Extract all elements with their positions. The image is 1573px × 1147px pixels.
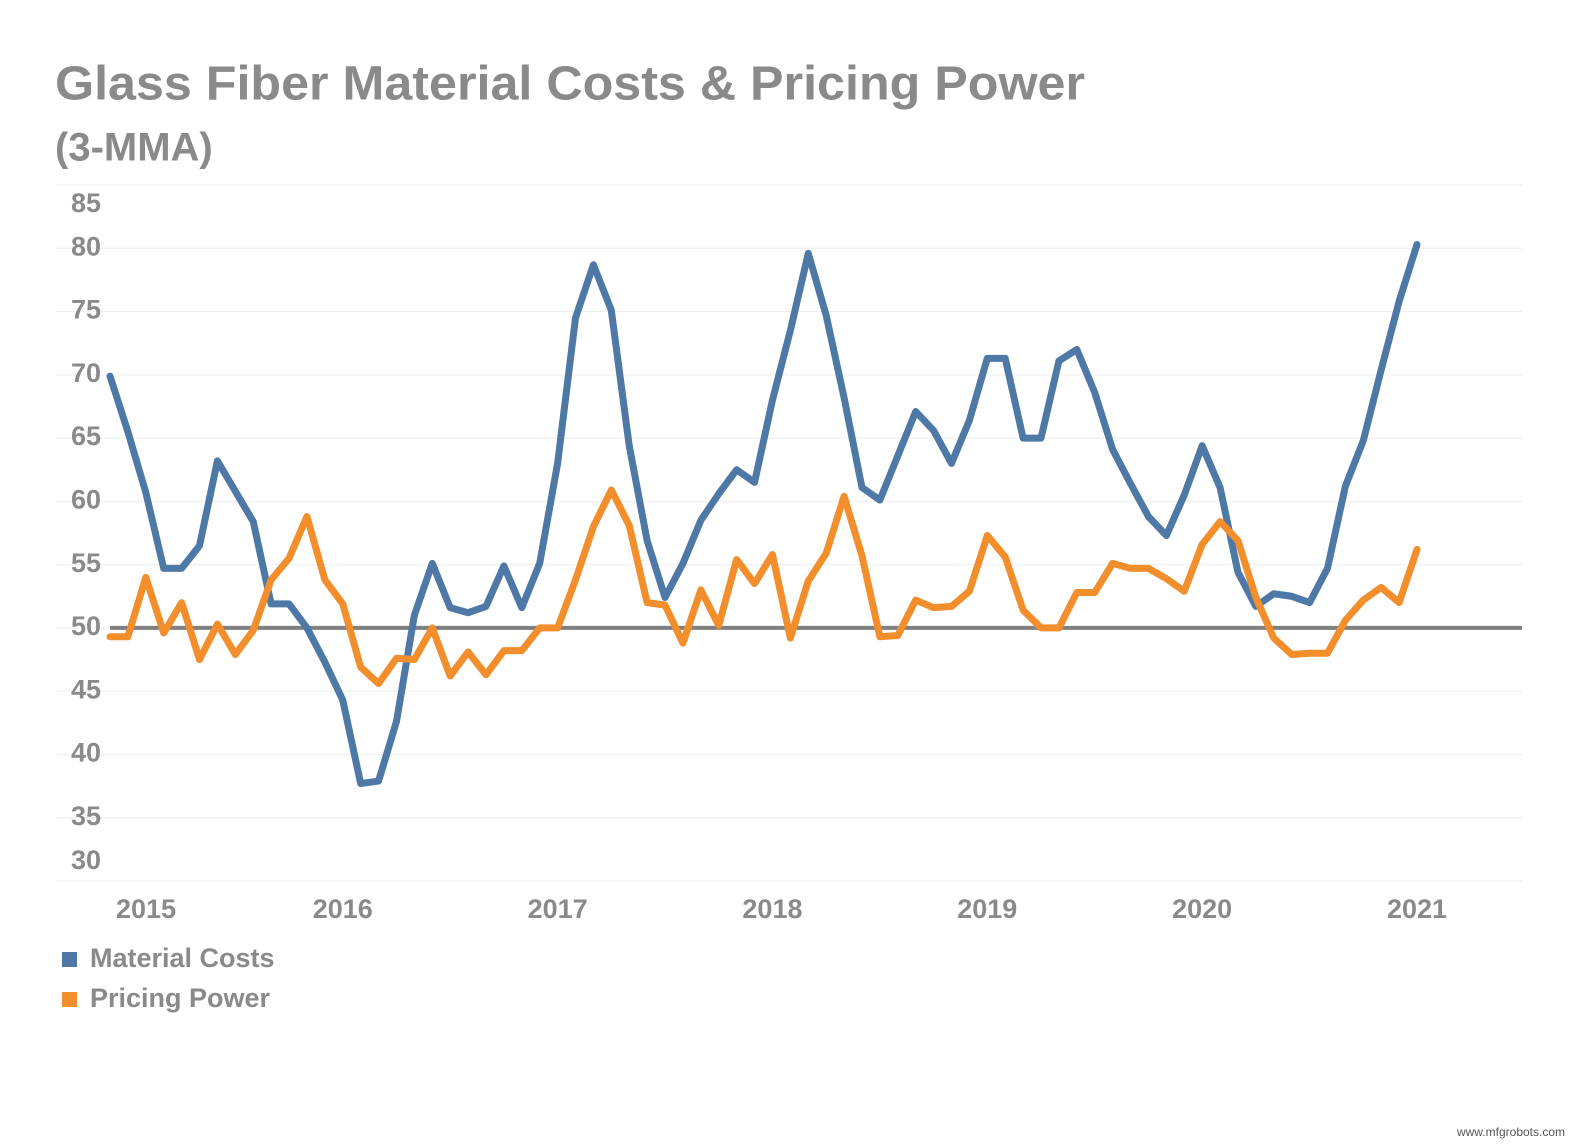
y-tick-label: 85 (71, 188, 101, 218)
x-tick-label: 2020 (1172, 894, 1232, 924)
watermark: www.mfgrobots.com (1456, 1125, 1565, 1139)
y-tick-label: 40 (71, 738, 101, 768)
y-tick-label: 55 (71, 548, 101, 578)
y-tick-label: 45 (71, 674, 101, 704)
x-tick-label: 2016 (313, 894, 373, 924)
legend-label: Material Costs (90, 943, 275, 973)
y-tick-label: 50 (71, 611, 101, 641)
chart-subtitle: (3-MMA) (55, 126, 213, 170)
x-tick-label: 2015 (116, 894, 176, 924)
chart-title: Glass Fiber Material Costs & Pricing Pow… (55, 58, 1085, 111)
y-tick-label: 60 (71, 484, 101, 514)
legend-swatch (62, 992, 77, 1007)
x-tick-label: 2017 (528, 894, 588, 924)
y-tick-label: 30 (71, 845, 101, 875)
x-tick-label: 2018 (742, 894, 802, 924)
x-tick-label: 2021 (1387, 894, 1447, 924)
x-tick-label: 2019 (957, 894, 1017, 924)
legend-label: Pricing Power (90, 983, 271, 1013)
series-line (106, 486, 1421, 688)
y-tick-label: 75 (71, 295, 101, 325)
y-tick-label: 65 (71, 421, 101, 451)
y-tick-label: 70 (71, 358, 101, 388)
y-tick-label: 35 (71, 801, 101, 831)
legend-swatch (62, 952, 77, 967)
y-tick-label: 80 (71, 231, 101, 261)
series-line (106, 240, 1421, 788)
